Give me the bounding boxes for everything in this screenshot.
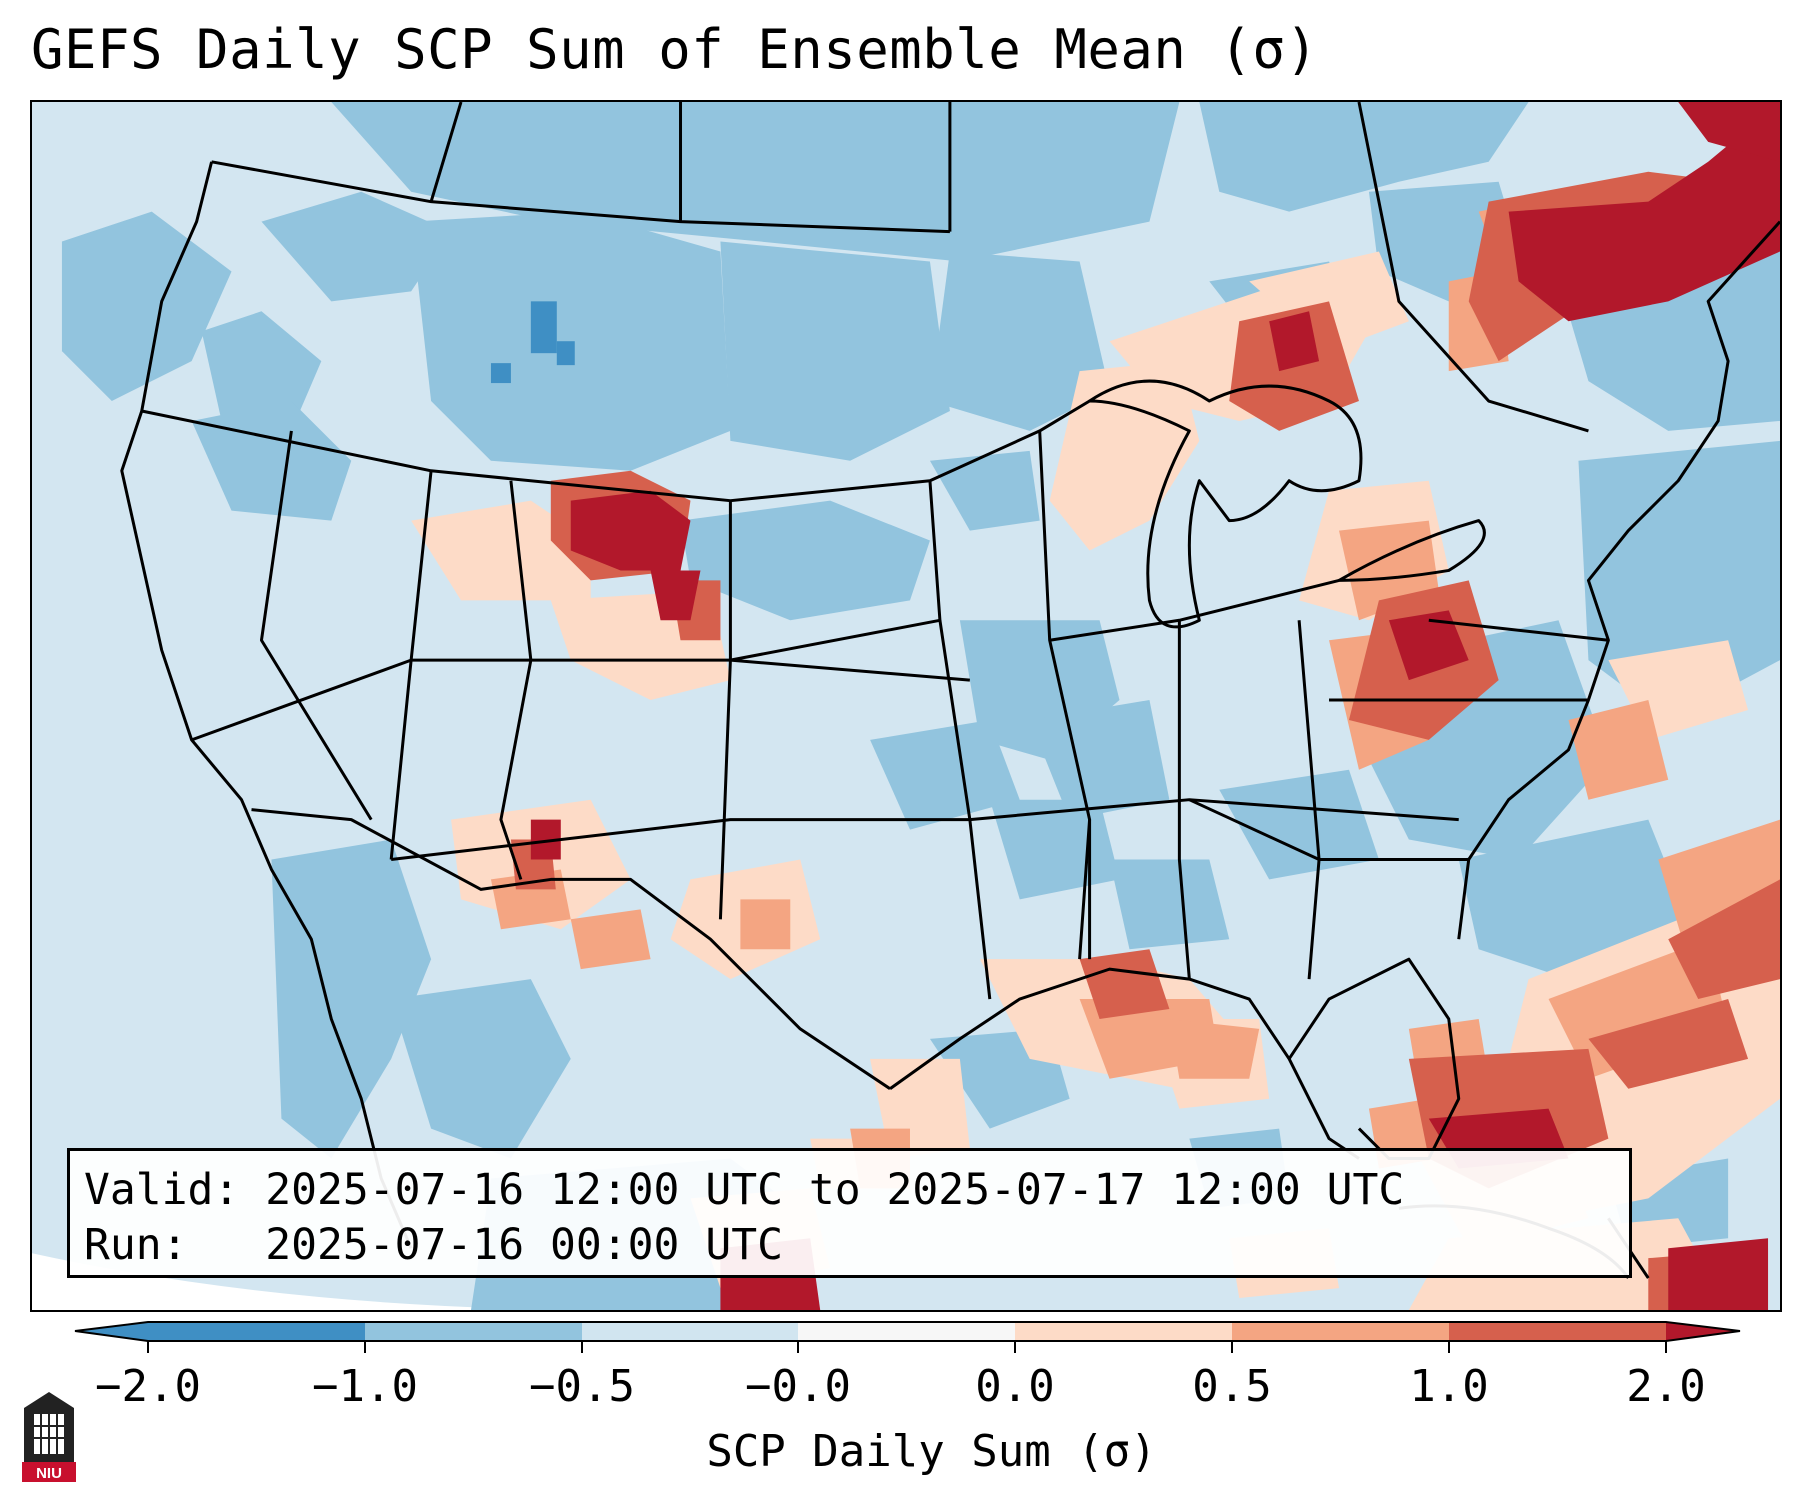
- colorbar-tick-label: 1.0: [1409, 1361, 1489, 1412]
- colorbar-segment: [148, 1322, 365, 1341]
- colorbar-tick-label: −2.0: [95, 1361, 201, 1412]
- extreme-positive-regions: [530, 102, 1780, 1310]
- colorbar-label: SCP Daily Sum (σ): [706, 1426, 1157, 1477]
- colorbar-tick-label: 0.0: [975, 1361, 1055, 1412]
- colorbar-segment: [1449, 1322, 1666, 1341]
- colorbar-tick-label: 0.5: [1192, 1361, 1272, 1412]
- valid-time-text: Valid: 2025-07-16 12:00 UTC to 2025-07-1…: [84, 1165, 1405, 1215]
- colorbar-segment: [1232, 1322, 1449, 1341]
- run-time-text: Run: 2025-07-16 00:00 UTC: [84, 1220, 783, 1270]
- projection-edge: [32, 1253, 591, 1310]
- colorbar-extend-max: [1666, 1322, 1740, 1341]
- valid-time-box: Valid: 2025-07-16 12:00 UTC to 2025-07-1…: [67, 1148, 1632, 1278]
- map-panel[interactable]: [30, 100, 1782, 1312]
- colorbar-tick-label: −0.0: [745, 1361, 851, 1412]
- colorbar-extend-min: [75, 1322, 148, 1341]
- anomaly-map: [32, 102, 1780, 1310]
- colorbar-ticks: [147, 1341, 1667, 1353]
- colorbar-tick-label: 2.0: [1626, 1361, 1706, 1412]
- strong-negative-regions: [490, 301, 575, 384]
- colorbar-segment: [582, 1322, 798, 1341]
- niu-logo-icon: NIU: [22, 1392, 76, 1482]
- colorbar-tick-label: −0.5: [529, 1361, 635, 1412]
- colorbar-outline: [74, 1321, 1741, 1342]
- colorbar-segment: [798, 1322, 1015, 1341]
- colorbar-tick-label: −1.0: [312, 1361, 418, 1412]
- chart-title: GEFS Daily SCP Sum of Ensemble Mean (σ): [31, 18, 1319, 81]
- logo-text: NIU: [36, 1465, 62, 1482]
- colorbar-segment: [1015, 1322, 1232, 1341]
- colorbar-segment: [365, 1322, 582, 1341]
